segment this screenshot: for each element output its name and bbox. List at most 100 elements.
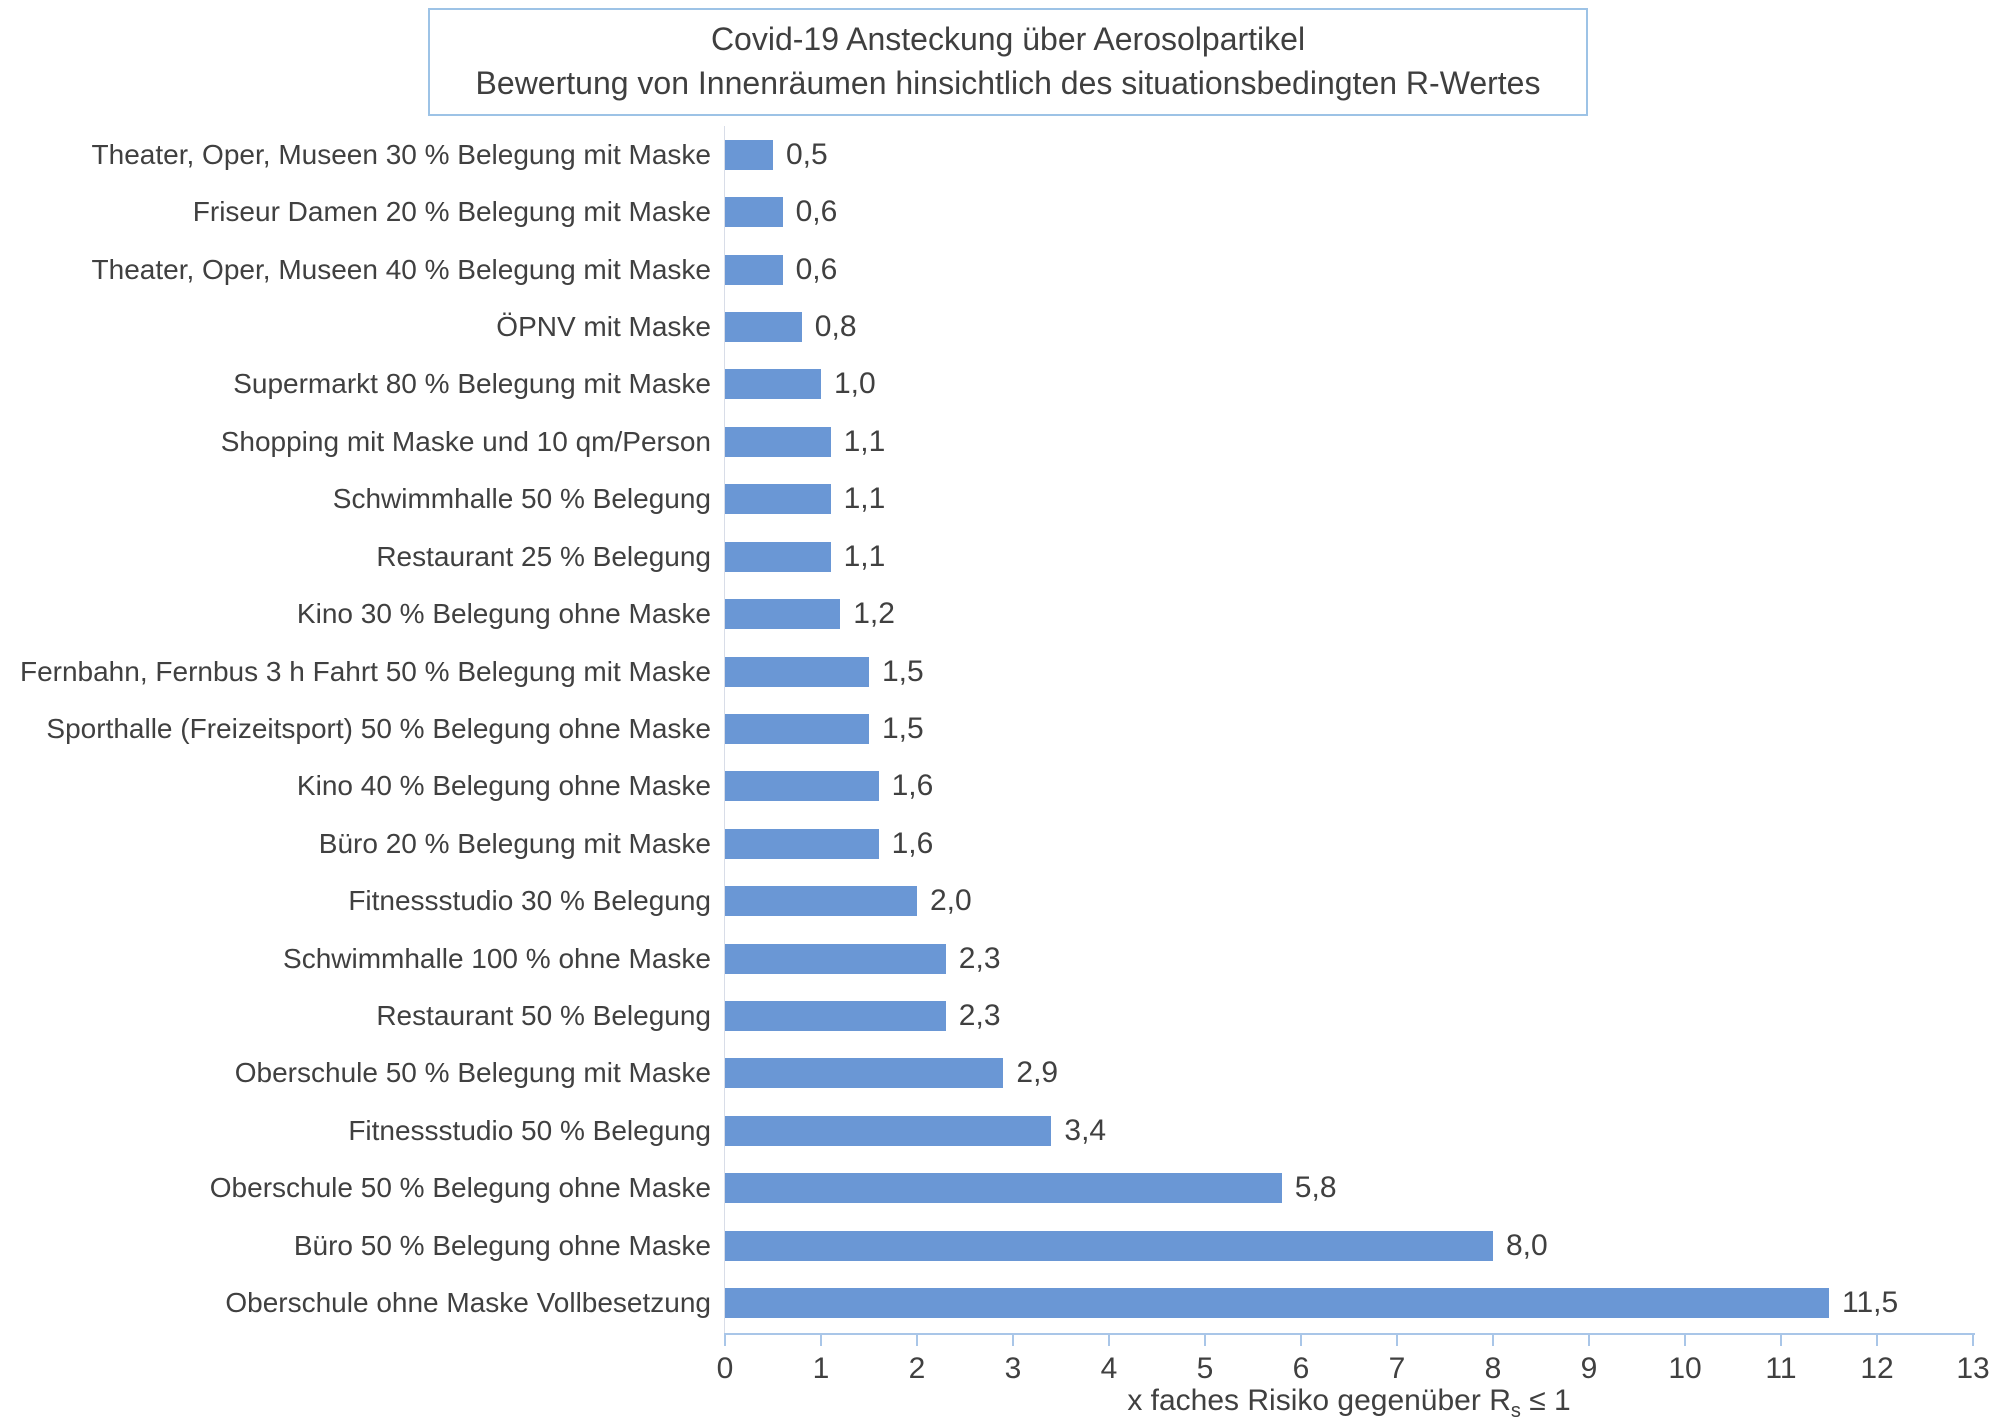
bar-track: 1,1 (725, 413, 1973, 470)
chart-row: Schwimmhalle 100 % ohne Maske 2,3 (0, 930, 1973, 987)
bar (725, 1173, 1282, 1204)
bar-value-label: 8,0 (1506, 1228, 1548, 1262)
bar (725, 599, 841, 630)
bar-value-label: 1,5 (882, 711, 924, 745)
bar (725, 254, 783, 285)
bar-track: 1,5 (725, 643, 1973, 700)
category-label: Fitnessstudio 30 % Belegung (348, 885, 711, 917)
bar-track: 2,3 (725, 930, 1973, 987)
bar-value-label: 1,0 (834, 367, 876, 401)
category-label: Fernbahn, Fernbus 3 h Fahrt 50 % Belegun… (19, 655, 711, 687)
bar-track: 1,0 (725, 356, 1973, 413)
chart-row: Oberschule 50 % Belegung mit Maske 2,9 (0, 1045, 1973, 1102)
chart-row: Restaurant 50 % Belegung 2,3 (0, 987, 1973, 1044)
axis-tick (1684, 1333, 1686, 1346)
axis-tick-label: 3 (1004, 1352, 1022, 1385)
bar-value-label: 0,5 (786, 137, 828, 171)
bar-track: 3,4 (725, 1102, 1973, 1159)
category-label: Theater, Oper, Museen 40 % Belegung mit … (91, 253, 711, 285)
bar-value-label: 5,8 (1294, 1171, 1337, 1205)
bar (725, 1058, 1004, 1089)
axis-tick-label: 4 (1100, 1352, 1118, 1385)
axis-tick-label: 6 (1292, 1352, 1310, 1385)
bar (725, 369, 821, 400)
bar (725, 426, 831, 457)
bar-value-label: 1,1 (843, 539, 886, 573)
category-label: ÖPNV mit Maske (496, 310, 711, 342)
axis-tick (916, 1333, 918, 1346)
axis-tick (1780, 1333, 1782, 1346)
chart-row: Fitnessstudio 50 % Belegung 3,4 (0, 1102, 1973, 1159)
axis-tick (1972, 1333, 1974, 1346)
bar-track: 2,9 (725, 1045, 1973, 1102)
category-label: Oberschule 50 % Belegung ohne Maske (209, 1172, 711, 1204)
bar-track: 1,6 (725, 758, 1973, 815)
axis-tick (1204, 1333, 1206, 1346)
chart-row: Theater, Oper, Museen 40 % Belegung mit … (0, 241, 1973, 298)
category-label: Schwimmhalle 100 % ohne Maske (283, 942, 711, 974)
category-label: Restaurant 25 % Belegung (376, 540, 711, 572)
chart-row: Kino 40 % Belegung ohne Maske 1,6 (0, 758, 1973, 815)
bar-track: 11,5 (725, 1274, 1973, 1331)
axis-tick-label: 2 (908, 1352, 926, 1385)
bar-rows: Theater, Oper, Museen 30 % Belegung mit … (0, 126, 1973, 1332)
category-label: Supermarkt 80 % Belegung mit Maske (233, 368, 711, 400)
chart-row: Oberschule ohne Maske Vollbesetzung 11,5 (0, 1274, 1973, 1331)
bar (725, 828, 879, 859)
x-axis-title-suffix: ≤ 1 (1520, 1384, 1571, 1417)
bar-track: 8,0 (725, 1217, 1973, 1274)
category-label: Kino 40 % Belegung ohne Maske (296, 770, 711, 802)
bar-track: 1,5 (725, 700, 1973, 757)
chart-row: Sporthalle (Freizeitsport) 50 % Belegung… (0, 700, 1973, 757)
axis-tick (1300, 1333, 1302, 1346)
chart-row: Fernbahn, Fernbus 3 h Fahrt 50 % Belegun… (0, 643, 1973, 700)
axis-tick-label: 13 (1956, 1352, 1990, 1385)
bar-track: 2,3 (725, 987, 1973, 1044)
bar-track: 1,6 (725, 815, 1973, 872)
axis-tick (1876, 1333, 1878, 1346)
bar-value-label: 1,1 (843, 482, 886, 516)
category-label: Restaurant 50 % Belegung (376, 1000, 711, 1032)
bar (725, 197, 783, 228)
axis-tick (1012, 1333, 1014, 1346)
chart-row: Büro 50 % Belegung ohne Maske 8,0 (0, 1217, 1973, 1274)
bar-value-label: 2,3 (958, 999, 1001, 1033)
bar-value-label: 2,9 (1016, 1056, 1059, 1090)
bar (725, 311, 802, 342)
bar-track: 0,6 (725, 241, 1973, 298)
bar-track: 0,5 (725, 126, 1973, 183)
bar-value-label: 2,3 (958, 941, 1001, 975)
bar (725, 139, 773, 170)
category-axis-line (724, 126, 725, 1334)
axis-tick-label: 1 (812, 1352, 830, 1385)
axis-tick-label: 10 (1668, 1352, 1702, 1385)
bar (725, 484, 831, 515)
axis-tick-label: 9 (1580, 1352, 1598, 1385)
bar (725, 1230, 1493, 1261)
bar (725, 886, 917, 917)
category-label: Büro 20 % Belegung mit Maske (318, 827, 711, 859)
bar-value-label: 1,6 (891, 769, 934, 803)
category-label: Schwimmhalle 50 % Belegung (332, 483, 711, 515)
bar-track: 0,6 (725, 183, 1973, 240)
axis-tick (1492, 1333, 1494, 1346)
chart-row: Schwimmhalle 50 % Belegung 1,1 (0, 471, 1973, 528)
category-label: Fitnessstudio 50 % Belegung (348, 1114, 711, 1146)
chart-row: ÖPNV mit Maske 0,8 (0, 298, 1973, 355)
chart-title-line1: Covid-19 Ansteckung über Aerosolpartikel (710, 21, 1306, 57)
value-axis-line (725, 1333, 1975, 1335)
axis-tick-label: 0 (716, 1352, 734, 1385)
category-label: Shopping mit Maske und 10 qm/Person (220, 425, 711, 457)
chart-row: Fitnessstudio 30 % Belegung 2,0 (0, 872, 1973, 929)
axis-tick-label: 11 (1765, 1352, 1797, 1385)
bar-track: 1,1 (725, 528, 1973, 585)
axis-tick-label: 7 (1388, 1352, 1406, 1385)
chart-row: Kino 30 % Belegung ohne Maske 1,2 (0, 585, 1973, 642)
bar (725, 943, 946, 974)
chart-row: Friseur Damen 20 % Belegung mit Maske 0,6 (0, 183, 1973, 240)
axis-tick (1108, 1333, 1110, 1346)
bar-value-label: 3,4 (1064, 1113, 1107, 1147)
bar (725, 1288, 1829, 1319)
bar-value-label: 1,5 (882, 654, 924, 688)
